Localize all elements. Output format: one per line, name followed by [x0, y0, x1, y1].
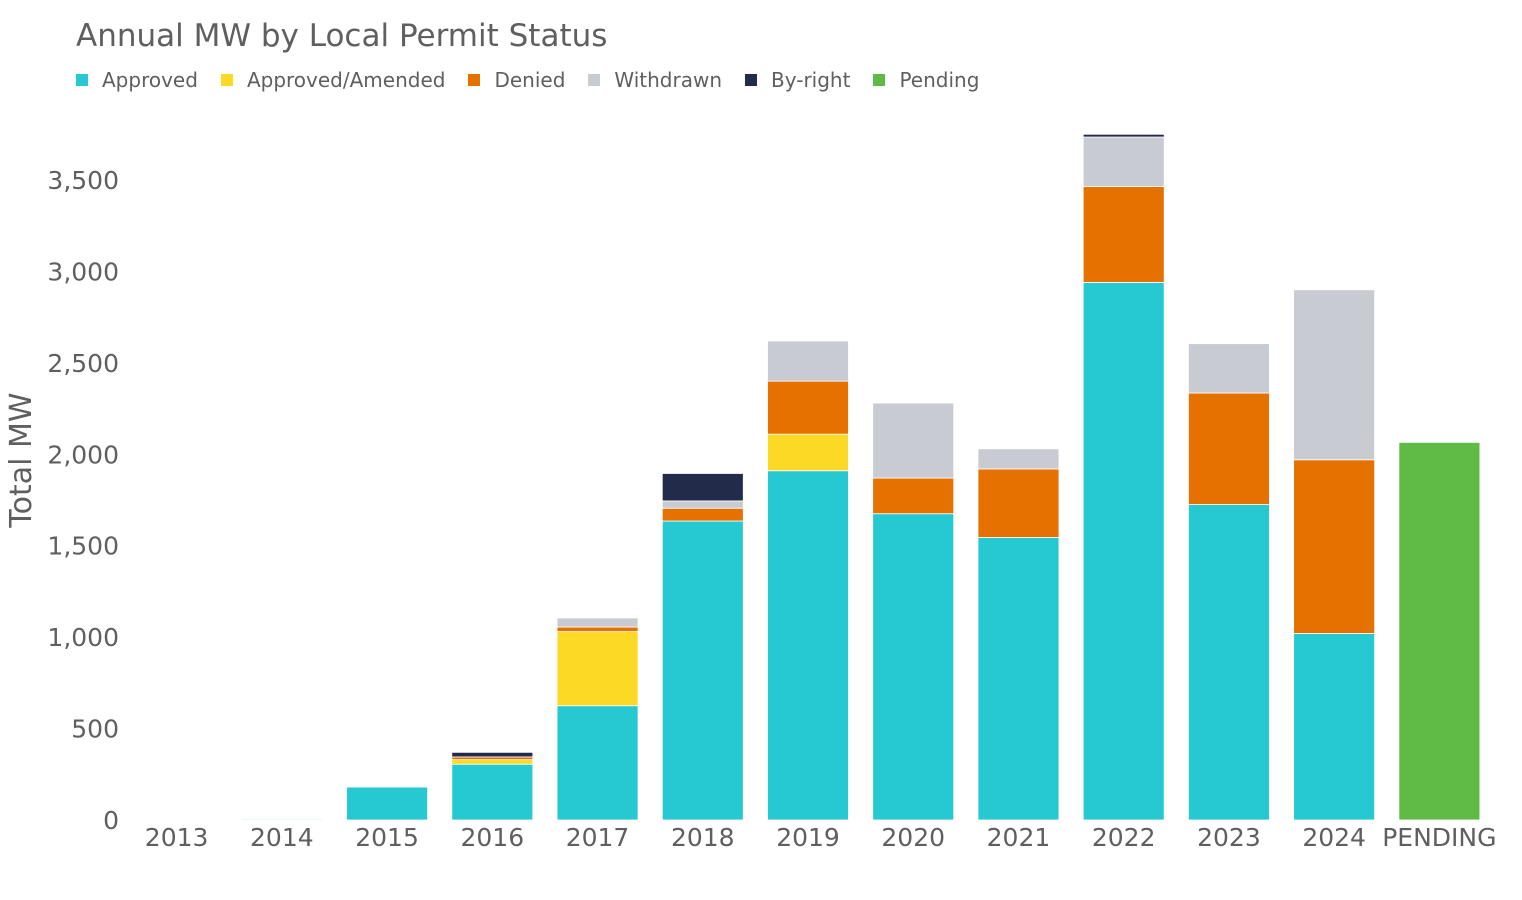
bar-segment-denied[interactable]	[1188, 392, 1270, 505]
legend-label: Pending	[899, 68, 980, 92]
bar-segment-withdrawn[interactable]	[1293, 289, 1376, 461]
y-tick-label: 3,500	[47, 166, 119, 195]
bar-stack-2022	[1082, 133, 1165, 821]
bar-segment-approved[interactable]	[872, 513, 955, 821]
bar-stack-2020	[872, 402, 955, 821]
legend-item-approved-amended[interactable]: Approved/Amended	[220, 68, 446, 92]
x-tick-label: 2013	[145, 823, 209, 852]
bar-stack-2017	[556, 617, 639, 821]
x-tick-label: 2016	[460, 823, 524, 852]
legend-label: Approved	[102, 68, 198, 92]
bar-segment-withdrawn[interactable]	[556, 617, 639, 628]
legend-swatch	[76, 74, 88, 86]
x-tick-label: 2022	[1092, 823, 1156, 852]
legend-swatch	[588, 74, 601, 86]
bar-segment-approved-amended[interactable]	[767, 433, 849, 472]
bar-segment-denied[interactable]	[977, 468, 1060, 538]
bar-segment-denied[interactable]	[872, 477, 955, 515]
bar-segment-withdrawn[interactable]	[661, 500, 744, 509]
bar-segment-denied[interactable]	[767, 380, 849, 435]
legend-label: By-right	[771, 68, 851, 92]
bar-segment-approved-amended[interactable]	[451, 759, 534, 765]
legend-swatch	[468, 74, 481, 86]
bar-segment-approved[interactable]	[661, 520, 744, 821]
x-tick-label: 2017	[566, 823, 630, 852]
bar-segment-pending[interactable]	[1398, 441, 1481, 821]
bar-segment-withdrawn[interactable]	[1188, 343, 1270, 394]
y-tick-label: 2,500	[47, 349, 119, 378]
bar-segment-denied[interactable]	[1082, 185, 1165, 283]
y-tick-label: 1,500	[47, 532, 119, 561]
legend-item-withdrawn[interactable]: Withdrawn	[588, 68, 722, 92]
bar-stack-2024	[1293, 289, 1376, 821]
legend: Approved Approved/Amended Denied Withdrawn B…	[76, 68, 1002, 92]
bar-segment-denied[interactable]	[451, 756, 534, 761]
bar-segment-by-right[interactable]	[451, 751, 534, 758]
legend-swatch	[745, 74, 758, 86]
bar-stack-2023	[1188, 343, 1270, 821]
bar-stack-2018	[661, 473, 744, 821]
bar-stack-pending	[1398, 441, 1481, 821]
bar-segment-approved[interactable]	[1293, 633, 1376, 821]
bar-stack-2015	[346, 786, 428, 821]
bar-segment-by-right[interactable]	[1082, 133, 1165, 138]
bar-stack-2016	[451, 751, 534, 821]
bar-segment-approved[interactable]	[1188, 504, 1270, 821]
x-tick-label: 2018	[671, 823, 735, 852]
y-tick-label: 3,000	[47, 257, 119, 286]
bar-stack-2021	[977, 448, 1060, 821]
x-tick-label: 2020	[881, 823, 945, 852]
bar-segment-approved[interactable]	[135, 819, 218, 821]
bar-segment-approved[interactable]	[451, 763, 534, 821]
bar-segment-approved[interactable]	[556, 705, 639, 821]
legend-item-approved[interactable]: Approved	[76, 68, 198, 92]
x-tick-label: 2015	[355, 823, 419, 852]
x-tick-label: 2021	[987, 823, 1051, 852]
bar-segment-withdrawn[interactable]	[872, 402, 955, 479]
legend-swatch	[873, 74, 886, 86]
legend-item-by-right[interactable]: By-right	[745, 68, 850, 92]
bar-stack-2019	[767, 340, 849, 821]
legend-label: Withdrawn	[614, 68, 723, 92]
bar-stack-2014	[240, 818, 323, 821]
bar-segment-denied[interactable]	[661, 507, 744, 522]
bar-segment-approved[interactable]	[240, 818, 323, 821]
bar-segment-withdrawn[interactable]	[977, 448, 1060, 470]
bar-segment-approved[interactable]	[767, 470, 849, 821]
legend-label: Approved/Amended	[246, 68, 446, 92]
bar-segment-approved-amended[interactable]	[556, 631, 639, 707]
legend-item-pending[interactable]: Pending	[873, 68, 979, 92]
legend-label: Denied	[494, 68, 566, 92]
y-axis-title: Total MW	[4, 392, 39, 528]
legend-item-denied[interactable]: Denied	[468, 68, 565, 92]
bar-segment-approved[interactable]	[1082, 281, 1165, 821]
y-tick-label: 2,000	[47, 440, 119, 469]
bar-segment-withdrawn[interactable]	[767, 340, 849, 382]
bar-segment-withdrawn[interactable]	[1082, 136, 1165, 187]
x-tick-label: 2023	[1197, 823, 1261, 852]
x-tick-label: 2014	[250, 823, 314, 852]
x-tick-label: 2019	[776, 823, 840, 852]
x-tick-label: PENDING	[1382, 823, 1496, 852]
bar-stack-2013	[135, 819, 218, 821]
bar-segment-denied[interactable]	[1293, 459, 1376, 634]
y-tick-label: 500	[71, 715, 119, 744]
bar-segment-by-right[interactable]	[661, 473, 744, 502]
y-tick-label: 1,000	[47, 623, 119, 652]
x-tick-label: 2024	[1302, 823, 1366, 852]
bar-segment-approved[interactable]	[346, 786, 428, 821]
legend-swatch	[220, 74, 233, 86]
chart-title: Annual MW by Local Permit Status	[76, 18, 608, 54]
bar-segment-denied[interactable]	[556, 626, 639, 633]
bar-segment-approved[interactable]	[977, 537, 1060, 821]
y-tick-label: 0	[103, 806, 119, 835]
